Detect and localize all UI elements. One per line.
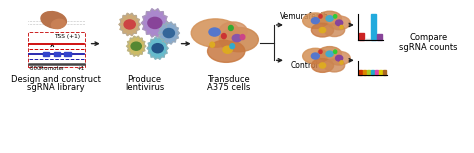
Ellipse shape [163,28,174,38]
Polygon shape [147,37,168,59]
Ellipse shape [148,17,162,28]
Circle shape [210,42,215,47]
Ellipse shape [219,28,258,52]
Ellipse shape [328,51,350,65]
Ellipse shape [328,16,350,30]
Circle shape [319,50,322,53]
Bar [371,14,375,40]
Polygon shape [127,36,146,56]
Bar [54,52,60,56]
Ellipse shape [41,12,66,28]
Ellipse shape [336,20,343,26]
Text: Control: Control [291,61,319,70]
Polygon shape [158,22,179,44]
Ellipse shape [191,19,240,47]
Ellipse shape [124,20,135,29]
Circle shape [319,15,322,18]
Ellipse shape [131,42,141,50]
Ellipse shape [319,28,326,33]
Ellipse shape [311,59,334,72]
Ellipse shape [219,22,247,40]
Circle shape [340,61,343,64]
Bar [43,52,49,56]
Bar [367,70,370,75]
Ellipse shape [152,44,163,53]
Circle shape [340,25,343,29]
Ellipse shape [336,55,343,61]
Bar [359,33,364,40]
Text: Compare: Compare [409,33,447,42]
Ellipse shape [208,40,245,62]
Ellipse shape [311,18,319,24]
Circle shape [228,25,233,30]
Bar [363,70,366,75]
Bar [365,39,370,40]
Text: lentivirus: lentivirus [125,83,164,91]
Circle shape [221,34,226,39]
Ellipse shape [209,28,220,36]
Bar [359,70,362,75]
Bar [64,52,71,56]
Text: sgRNA library: sgRNA library [27,83,85,91]
Ellipse shape [324,59,345,72]
Bar [28,32,85,67]
Ellipse shape [232,35,242,42]
Bar [383,70,386,75]
Text: -800: -800 [28,66,41,71]
Ellipse shape [326,51,333,57]
Bar [379,70,383,75]
Polygon shape [141,9,168,37]
Ellipse shape [326,16,333,21]
Bar [371,70,374,75]
Text: Promoter: Promoter [39,66,64,71]
Ellipse shape [303,13,328,28]
Text: Design and construct: Design and construct [11,75,101,84]
Text: TSS (+1): TSS (+1) [54,34,80,39]
Circle shape [334,50,337,53]
Polygon shape [119,13,140,36]
Ellipse shape [319,63,326,68]
Text: Vemurafenib: Vemurafenib [280,12,329,21]
Text: Transduce: Transduce [207,75,250,84]
Circle shape [334,15,337,18]
Ellipse shape [311,23,334,37]
Bar [377,34,382,40]
Circle shape [240,35,245,40]
Ellipse shape [318,11,341,26]
Ellipse shape [318,47,341,61]
Text: +1: +1 [76,66,84,71]
Ellipse shape [51,19,65,29]
Ellipse shape [324,24,345,37]
Text: Produce: Produce [128,75,162,84]
Text: sgRNA counts: sgRNA counts [399,43,457,52]
Ellipse shape [303,48,328,64]
Circle shape [230,44,235,49]
Ellipse shape [223,46,232,53]
Bar [375,70,378,75]
Ellipse shape [311,53,319,59]
Text: A375 cells: A375 cells [207,83,250,91]
